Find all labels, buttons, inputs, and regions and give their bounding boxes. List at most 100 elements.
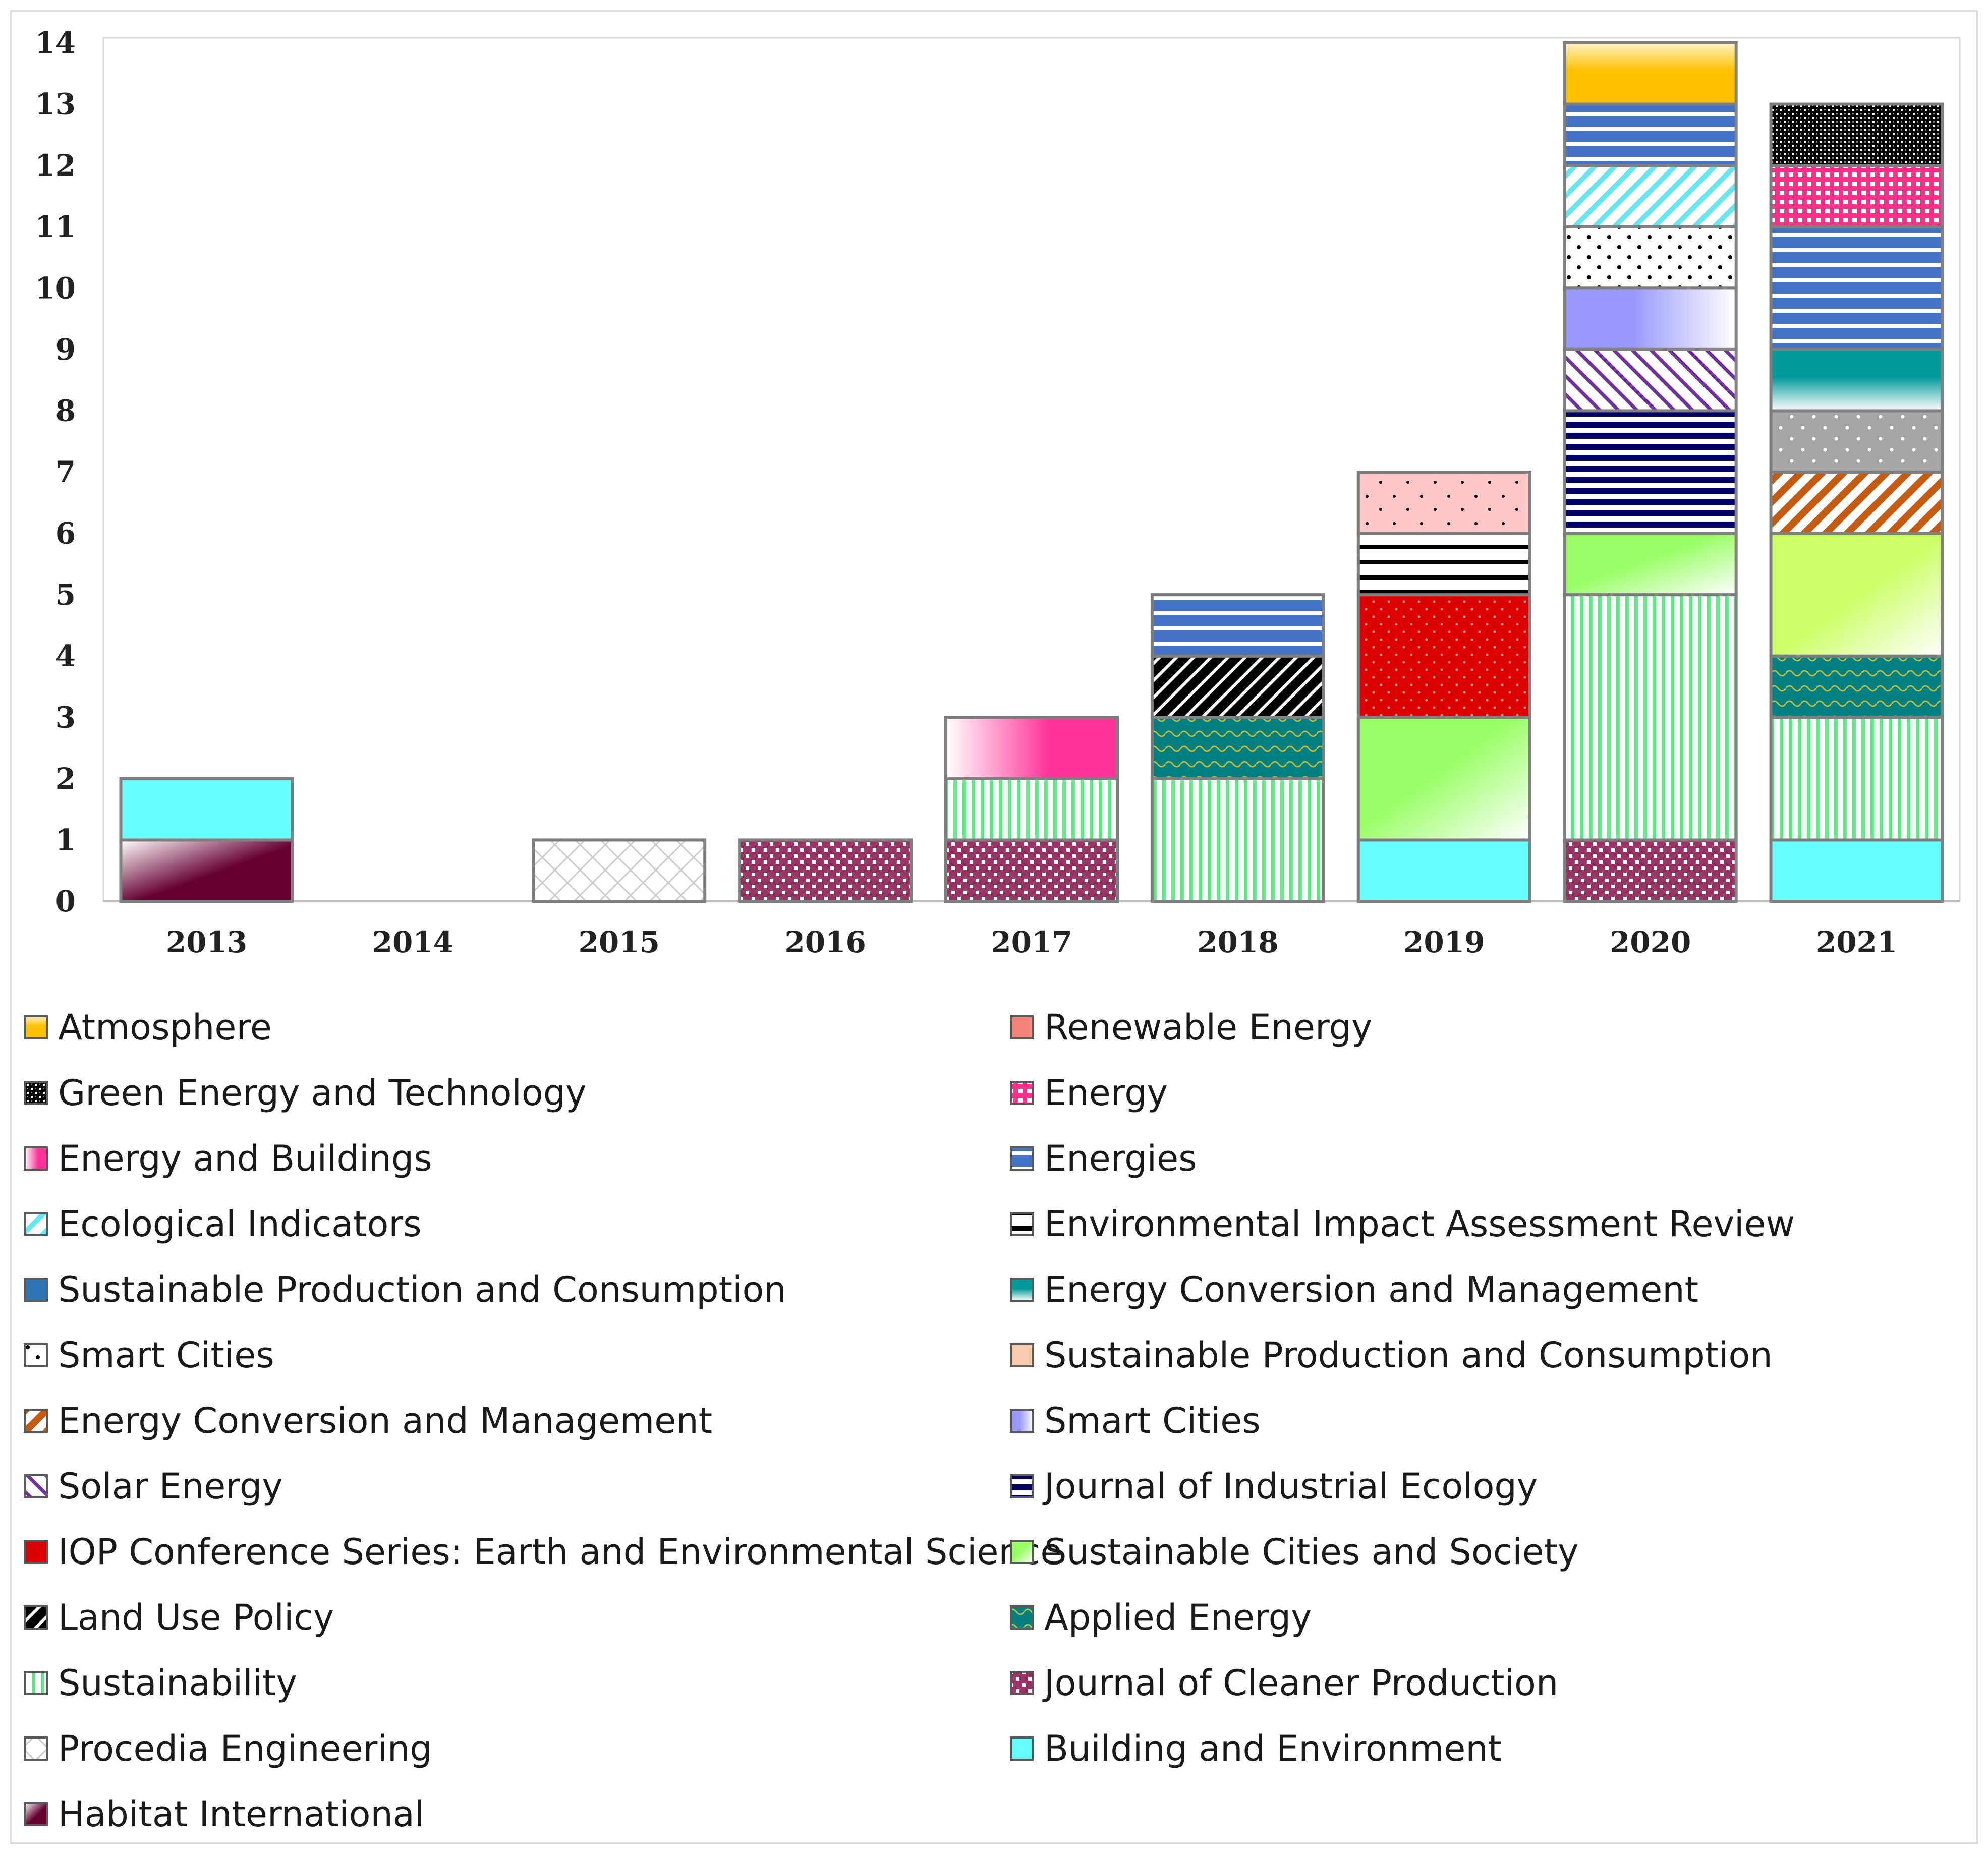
bar-segment-2019-building-and-environment bbox=[1356, 838, 1531, 903]
legend-item-sustainable-production-and-consumption: Sustainable Production and Consumption bbox=[23, 1257, 1009, 1322]
bar-segment-2020-atmosphere bbox=[1563, 41, 1738, 106]
legend-swatch-sustainable-cities-and-society bbox=[1010, 1540, 1034, 1564]
legend-swatch-sustainable-production-and-consumption bbox=[1010, 1343, 1034, 1367]
legend-label: Energy Conversion and Management bbox=[58, 1400, 713, 1441]
legend-item-habitat-international: Habitat International bbox=[23, 1781, 1009, 1847]
legend-swatch-journal-of-industrial-ecology bbox=[1010, 1474, 1034, 1498]
legend-label: Applied Energy bbox=[1044, 1597, 1312, 1638]
legend-swatch-green-energy-and-technology bbox=[24, 1081, 48, 1105]
bar-segment-2016-journal-of-cleaner-production bbox=[738, 838, 913, 903]
bar-segment-2018-land-use-policy bbox=[1150, 654, 1325, 719]
y-tick-label-0: 0 bbox=[55, 884, 76, 918]
legend-label: Smart Cities bbox=[58, 1335, 274, 1376]
legend-item-green-energy-and-technology: Green Energy and Technology bbox=[23, 1060, 1009, 1126]
bar-segment-2021-energy bbox=[1769, 164, 1944, 228]
legend-item-building-and-environment: Building and Environment bbox=[1009, 1716, 1965, 1781]
bar-segment-2019-iop-conference-series-earth-and-environmental-science bbox=[1356, 593, 1531, 719]
bar-segment-2021-sustainable-production-and-consumption bbox=[1769, 409, 1944, 474]
legend-label: Solar Energy bbox=[58, 1466, 283, 1507]
legend-swatch-iop-conference-series-earth-and-environmental-science bbox=[24, 1540, 48, 1564]
x-axis-ticks: 2013 2014 2015 2016 2017 2018 2019 2020 2021 bbox=[166, 925, 1898, 959]
bar-segment-2021-green-energy-and-technology bbox=[1769, 102, 1944, 167]
legend-item-journal-of-industrial-ecology: Journal of Industrial Ecology bbox=[1009, 1454, 1965, 1519]
y-tick-label-14: 14 bbox=[35, 26, 76, 60]
bar-segment-2020-journal-of-industrial-ecology bbox=[1563, 409, 1738, 535]
legend-label: Land Use Policy bbox=[58, 1597, 334, 1638]
x-tick-label-2020: 2020 bbox=[1610, 925, 1691, 959]
legend-label: Renewable Energy bbox=[1044, 1007, 1373, 1048]
bar-segment-2017-sustainability bbox=[944, 777, 1119, 842]
legend-label: Procedia Engineering bbox=[58, 1728, 432, 1769]
x-tick-label-2016: 2016 bbox=[784, 925, 866, 959]
legend-item-smart-cities: Smart Cities bbox=[23, 1322, 1009, 1388]
bar-segment-2020-sustainable-cities-and-society bbox=[1563, 532, 1738, 597]
bar-segment-2017-energy-and-buildings bbox=[944, 716, 1119, 780]
legend-swatch-journal-of-cleaner-production bbox=[1010, 1671, 1034, 1695]
y-tick-label-2: 2 bbox=[55, 762, 76, 796]
bar-segment-2020-sustainability bbox=[1563, 593, 1738, 842]
legend-item-energy-conversion-and-management: Energy Conversion and Management bbox=[1009, 1257, 1965, 1322]
y-tick-label-9: 9 bbox=[55, 332, 76, 367]
legend-item-sustainable-cities-and-society: Sustainable Cities and Society bbox=[1009, 1519, 1965, 1585]
legend-swatch-renewable-energy bbox=[1010, 1015, 1034, 1039]
legend-swatch-smart-cities bbox=[1010, 1409, 1034, 1433]
bar-segment-2020-smart-cities bbox=[1563, 225, 1738, 290]
legend-label: Atmosphere bbox=[58, 1007, 272, 1048]
legend-swatch-sustainability bbox=[24, 1671, 48, 1695]
bar-segment-2019-renewable-energy bbox=[1356, 471, 1531, 535]
legend-swatch-solar-energy bbox=[24, 1474, 48, 1498]
x-tick-label-2019: 2019 bbox=[1403, 925, 1485, 959]
bar-segment-2020-ecological-indicators bbox=[1563, 164, 1738, 228]
y-tick-label-7: 7 bbox=[55, 455, 76, 489]
y-tick-label-8: 8 bbox=[55, 393, 76, 428]
bar-segment-2017-journal-of-cleaner-production bbox=[944, 838, 1119, 903]
bar-segment-2020-solar-energy bbox=[1563, 347, 1738, 413]
legend-swatch-sustainable-production-and-consumption bbox=[24, 1278, 48, 1302]
legend-item-iop-conference-series-earth-and-environmental-science: IOP Conference Series: Earth and Environ… bbox=[23, 1519, 1062, 1585]
bar-segment-2021-sustainability bbox=[1769, 716, 1944, 842]
legend-swatch-habitat-international bbox=[24, 1802, 48, 1826]
legend-swatch-land-use-policy bbox=[24, 1605, 48, 1630]
y-tick-label-12: 12 bbox=[35, 148, 76, 183]
y-tick-label-13: 13 bbox=[35, 87, 76, 122]
bar-segment-2015-procedia-engineering bbox=[532, 838, 707, 903]
bar-segment-2013-habitat-international bbox=[119, 838, 294, 903]
y-tick-label-4: 4 bbox=[55, 639, 76, 673]
bar-segment-2020-journal-of-cleaner-production bbox=[1563, 838, 1738, 903]
y-tick-label-3: 3 bbox=[55, 700, 76, 734]
legend-item-renewable-energy: Renewable Energy bbox=[1009, 995, 1965, 1060]
y-tick-label-6: 6 bbox=[55, 516, 76, 551]
legend-label: Sustainable Production and Consumption bbox=[58, 1269, 786, 1310]
bar-segment-2020-energies bbox=[1563, 102, 1738, 167]
legend-label: Green Energy and Technology bbox=[58, 1072, 587, 1114]
legend-item-ecological-indicators: Ecological Indicators bbox=[23, 1191, 1009, 1257]
legend: Atmosphere Renewable Energy Green Energy a… bbox=[23, 995, 1965, 1832]
legend-label: Energies bbox=[1044, 1138, 1197, 1179]
legend-item-energy-and-buildings: Energy and Buildings bbox=[23, 1126, 1009, 1191]
legend-item-procedia-engineering: Procedia Engineering bbox=[23, 1716, 1009, 1781]
bar-segment-2018-applied-energy bbox=[1150, 716, 1325, 780]
legend-swatch-energies bbox=[1010, 1146, 1034, 1171]
legend-item-smart-cities: Smart Cities bbox=[1009, 1388, 1965, 1454]
bar-segment-2021-sustainable-cities-and-society bbox=[1769, 532, 1944, 658]
legend-label: Smart Cities bbox=[1044, 1400, 1261, 1441]
x-tick-label-2018: 2018 bbox=[1197, 925, 1278, 959]
legend-label: Energy Conversion and Management bbox=[1044, 1269, 1699, 1310]
bar-segment-2021-applied-energy bbox=[1769, 654, 1944, 719]
bar-segment-2021-energies bbox=[1769, 225, 1944, 351]
y-tick-label-11: 11 bbox=[35, 210, 76, 244]
legend-label: Environmental Impact Assessment Review bbox=[1044, 1203, 1795, 1245]
legend-item-energy-conversion-and-management: Energy Conversion and Management bbox=[23, 1388, 1009, 1454]
legend-item-journal-of-cleaner-production: Journal of Cleaner Production bbox=[1009, 1650, 1965, 1716]
legend-item-environmental-impact-assessment-review: Environmental Impact Assessment Review bbox=[1009, 1191, 1965, 1257]
legend-swatch-energy-conversion-and-management bbox=[1010, 1278, 1034, 1302]
bar-segment-2021-energy-conversion-and-management bbox=[1769, 471, 1944, 535]
bar-segment-2019-environmental-impact-assessment-review bbox=[1356, 532, 1531, 597]
legend-label: Energy bbox=[1044, 1072, 1168, 1114]
legend-label: Habitat International bbox=[58, 1793, 425, 1835]
legend-item-applied-energy: Applied Energy bbox=[1009, 1585, 1965, 1650]
y-tick-label-5: 5 bbox=[55, 577, 76, 612]
legend-item-energies: Energies bbox=[1009, 1126, 1965, 1191]
stacked-bars bbox=[119, 41, 1944, 903]
